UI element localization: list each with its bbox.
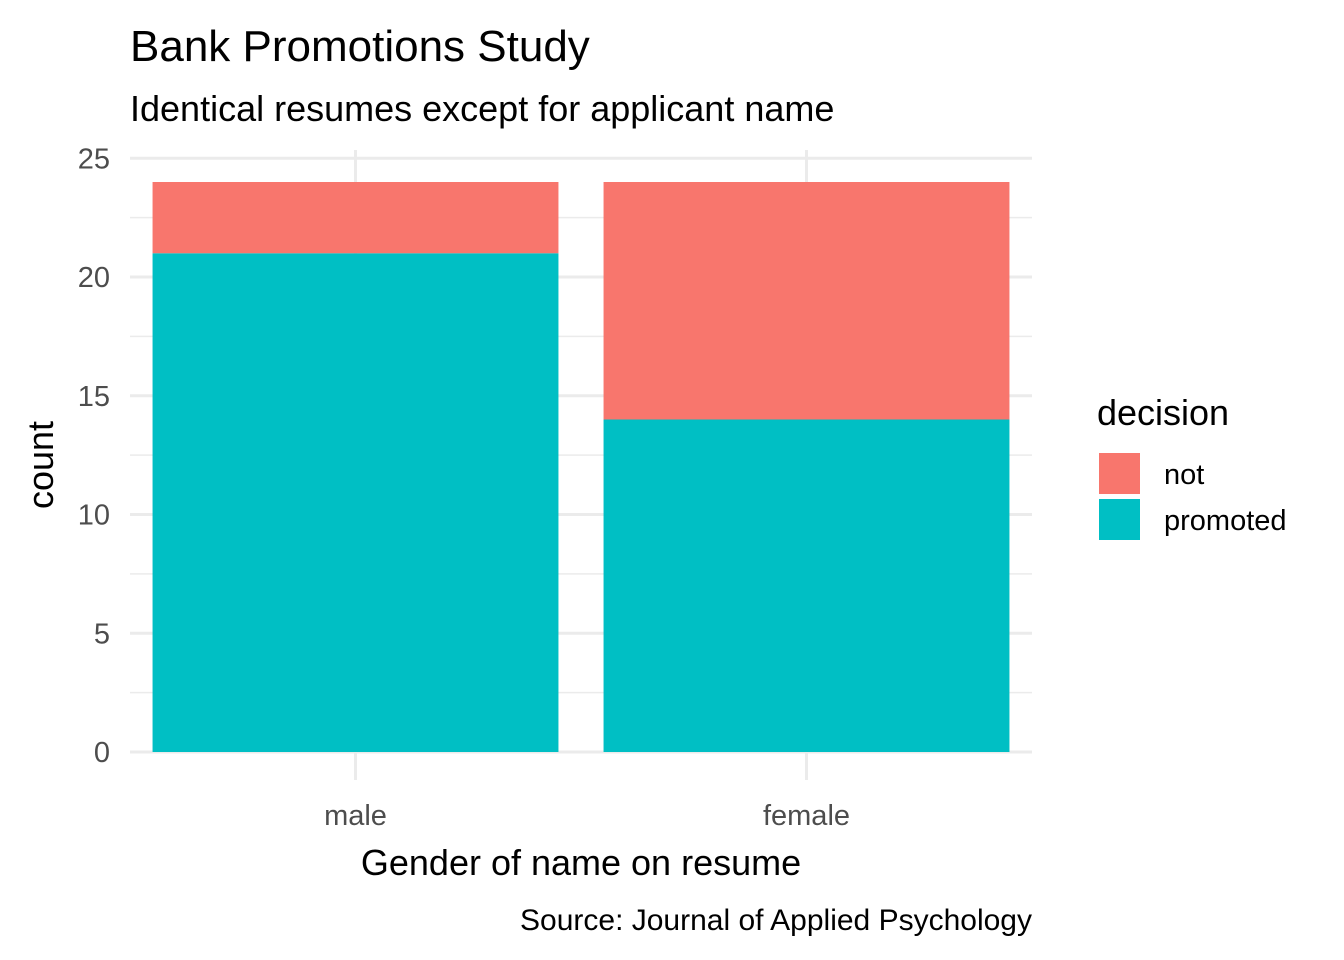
x-tick-label: male [324,800,387,832]
legend-label-promoted: promoted [1164,505,1287,537]
bar-not-female [603,182,1010,420]
bar-promoted-female [603,419,1010,752]
bar-not-male [152,182,559,254]
y-tick-label: 10 [78,500,110,532]
y-tick-label: 5 [94,618,110,650]
bars-layer [152,182,1010,752]
y-tick-label: 15 [78,381,110,413]
chart-subtitle: Identical resumes except for applicant n… [130,88,834,129]
legend: decision not promoted [1097,392,1287,540]
y-tick-label: 0 [94,737,110,769]
chart-caption: Source: Journal of Applied Psychology [520,904,1032,937]
legend-label-not: not [1164,459,1204,491]
x-axis-label: Gender of name on resume [361,842,801,883]
bar-promoted-male [152,253,559,752]
axis-layer: 0 5 10 15 20 25 male female [78,143,850,832]
y-tick-label: 20 [78,262,110,294]
y-tick-label: 25 [78,143,110,175]
legend-title: decision [1097,392,1229,433]
legend-key-not [1099,453,1140,494]
chart-title: Bank Promotions Study [130,22,590,71]
x-tick-label: female [763,800,850,832]
y-axis-label: count [20,421,61,509]
legend-key-promoted [1099,499,1140,540]
